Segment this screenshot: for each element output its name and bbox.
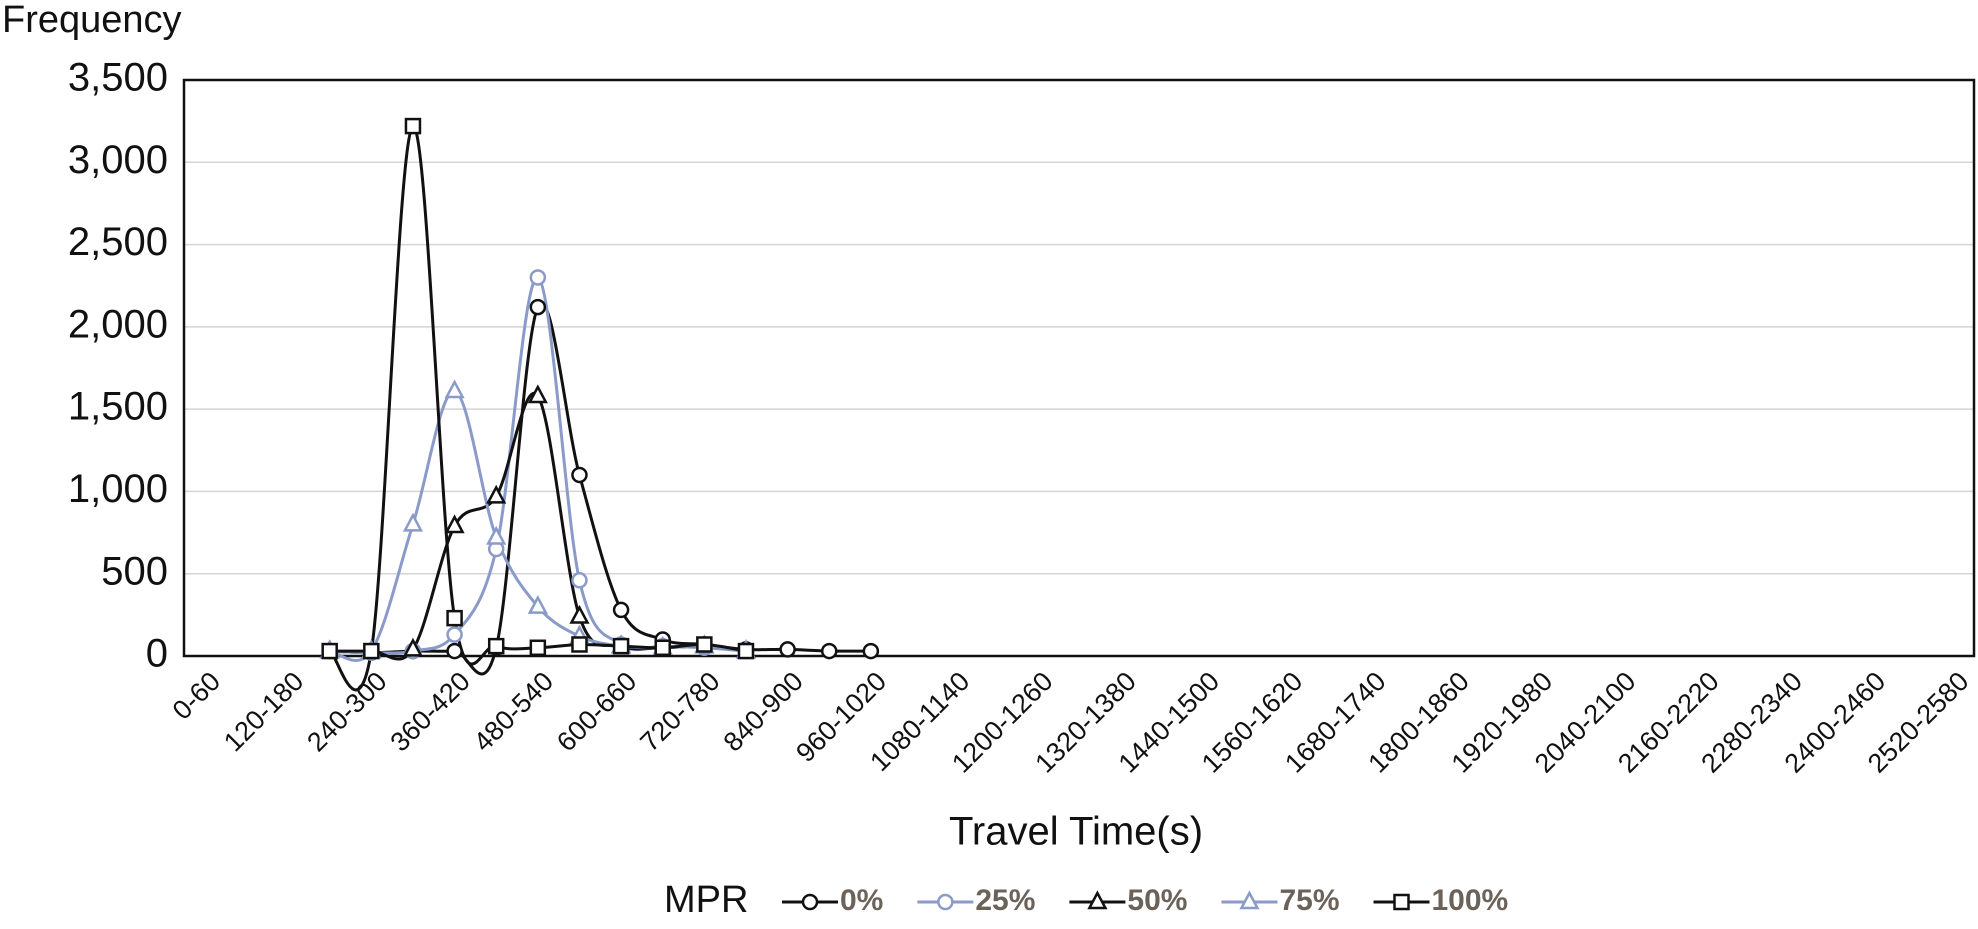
legend-label: 50%: [1127, 884, 1187, 917]
legend-title: MPR: [664, 879, 748, 921]
marker: [529, 269, 547, 286]
marker: [612, 601, 630, 619]
marker: [444, 514, 465, 534]
y-tick-label: 3,000: [68, 138, 168, 182]
x-tick-label: 120-180: [218, 666, 309, 757]
marker: [937, 893, 954, 911]
marker: [487, 637, 505, 655]
marker: [862, 642, 880, 660]
marker: [486, 484, 507, 504]
y-axis-label: Frequency: [2, 0, 182, 41]
legend-item: 100%: [1373, 884, 1509, 917]
marker: [446, 642, 463, 660]
marker: [1087, 890, 1108, 910]
marker: [529, 639, 547, 657]
legend-label: 0%: [840, 884, 883, 917]
marker: [446, 609, 463, 627]
x-tick-label: 600-660: [551, 666, 642, 757]
marker: [321, 642, 338, 660]
marker: [1393, 893, 1410, 911]
marker: [696, 636, 713, 653]
legend-item: 25%: [917, 884, 1035, 917]
marker: [402, 637, 424, 657]
x-tick-label: 480-540: [468, 666, 559, 757]
y-tick-label: 1,500: [68, 385, 168, 429]
legend-item: 75%: [1221, 884, 1340, 917]
marker: [571, 466, 588, 484]
x-tick-label: 0-60: [167, 666, 226, 725]
marker: [737, 642, 755, 660]
marker: [529, 298, 547, 316]
y-tick-label: 0: [146, 632, 168, 676]
legend-label: 25%: [975, 884, 1035, 917]
marker: [363, 642, 380, 660]
x-tick-label: 360-420: [385, 666, 476, 757]
marker: [527, 594, 548, 614]
marker: [820, 642, 838, 660]
marker: [654, 639, 671, 657]
legend-label: 75%: [1279, 884, 1339, 917]
marker: [404, 117, 422, 135]
legend-item: 50%: [1069, 884, 1187, 917]
series-line: [329, 302, 871, 676]
series-line: [329, 391, 747, 661]
y-tick-label: 2,500: [68, 220, 168, 264]
series-line: [329, 389, 747, 662]
y-tick-label: 500: [101, 549, 168, 593]
x-tick-label: 720-780: [634, 666, 725, 757]
marker: [571, 572, 588, 589]
y-tick-label: 3,500: [68, 56, 168, 100]
y-tick-label: 1,000: [68, 467, 168, 511]
marker: [446, 626, 463, 643]
y-tick-label: 2,000: [68, 302, 168, 346]
x-axis-label: Travel Time(s): [949, 810, 1203, 854]
marker: [779, 641, 796, 658]
marker: [1239, 890, 1260, 910]
marker: [527, 384, 548, 404]
marker: [402, 512, 424, 532]
series-line: [328, 124, 747, 692]
legend-label: 100%: [1432, 884, 1509, 917]
marker: [569, 604, 590, 624]
marker: [571, 636, 588, 653]
marker: [486, 525, 507, 545]
marker: [801, 893, 819, 911]
plot-frame: [182, 78, 1976, 658]
legend-item: 0%: [782, 884, 883, 917]
marker: [612, 637, 630, 655]
marker: [444, 379, 465, 399]
